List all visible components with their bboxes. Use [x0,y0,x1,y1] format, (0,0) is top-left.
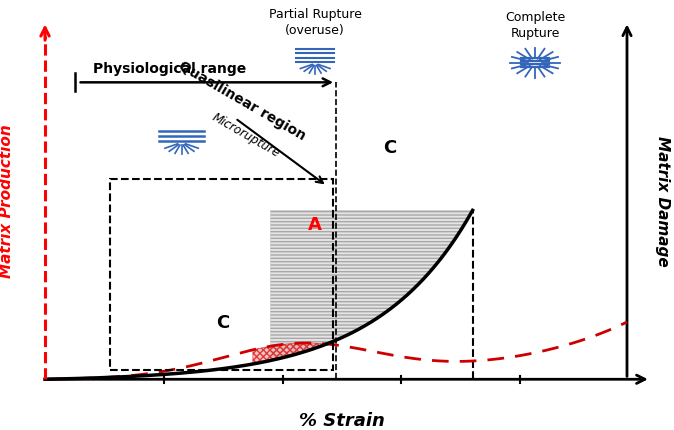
Text: C: C [216,313,230,331]
Text: C: C [383,138,396,157]
Text: Matrix Production: Matrix Production [0,124,14,278]
Text: % Strain: % Strain [299,412,385,430]
Text: A: A [308,215,322,233]
Text: Partial Rupture
(overuse): Partial Rupture (overuse) [269,8,362,37]
Text: Quasilinear region: Quasilinear region [176,59,308,143]
Text: Microrupture: Microrupture [210,110,282,160]
Text: Complete
Rupture: Complete Rupture [505,11,565,40]
Text: Matrix Damage: Matrix Damage [655,136,670,266]
Text: Physiological range: Physiological range [92,62,246,76]
